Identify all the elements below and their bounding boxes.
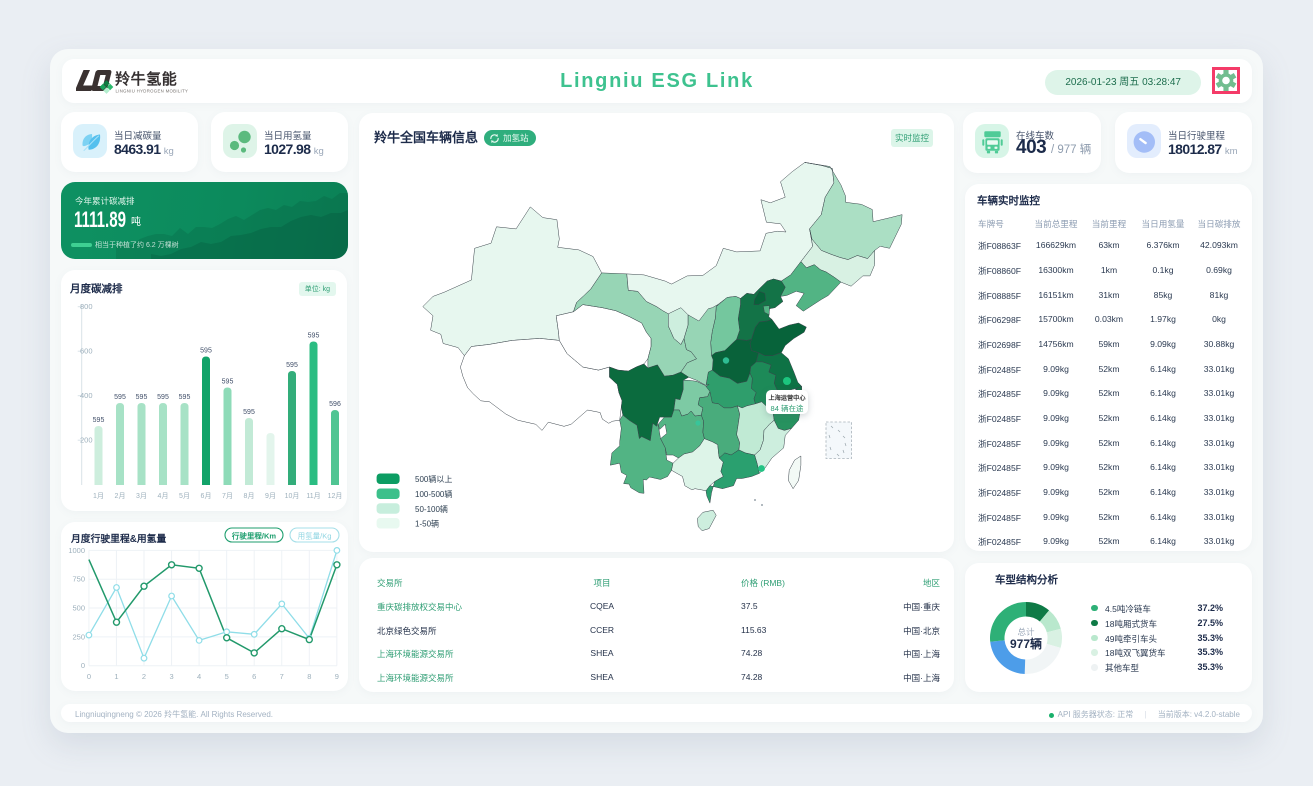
svg-text:500辆以上: 500辆以上 — [415, 474, 452, 484]
svg-text:595: 595 — [179, 394, 191, 401]
svg-text:LINGNIU HYDROGEN MOBILITY: LINGNIU HYDROGEN MOBILITY — [116, 89, 189, 94]
svg-text:595: 595 — [243, 409, 255, 416]
svg-text:用氢量/Kg: 用氢量/Kg — [298, 531, 332, 541]
svg-text:100-500辆: 100-500辆 — [415, 489, 452, 499]
svg-text:1000: 1000 — [68, 546, 85, 555]
svg-text:9月: 9月 — [265, 492, 276, 500]
svg-text:1: 1 — [114, 672, 118, 681]
svg-text:977辆: 977辆 — [1010, 636, 1042, 651]
svg-text:600: 600 — [80, 347, 93, 356]
svg-text:7月: 7月 — [222, 492, 233, 500]
svg-text:8: 8 — [307, 672, 311, 681]
svg-text:595: 595 — [222, 379, 234, 386]
svg-text:1-50辆: 1-50辆 — [415, 519, 439, 529]
svg-text:5月: 5月 — [179, 492, 190, 500]
svg-text:595: 595 — [200, 348, 212, 355]
svg-text:4: 4 — [197, 672, 201, 681]
svg-text:12月: 12月 — [328, 492, 343, 500]
svg-text:596: 596 — [329, 401, 341, 408]
svg-text:7: 7 — [280, 672, 284, 681]
svg-text:11月: 11月 — [306, 492, 320, 500]
svg-text:750: 750 — [72, 575, 85, 584]
svg-text:8月: 8月 — [244, 492, 255, 500]
svg-text:595: 595 — [136, 394, 148, 401]
svg-text:800: 800 — [80, 302, 93, 311]
svg-text:1月: 1月 — [93, 492, 104, 500]
svg-text:4月: 4月 — [158, 492, 169, 500]
svg-text:6月: 6月 — [201, 492, 212, 500]
svg-text:200: 200 — [80, 436, 93, 445]
svg-text:0: 0 — [87, 672, 91, 681]
svg-text:595: 595 — [308, 333, 320, 340]
svg-text:总计: 总计 — [1017, 627, 1035, 637]
svg-text:10月: 10月 — [285, 492, 300, 500]
svg-text:0: 0 — [81, 661, 85, 670]
svg-text:50-100辆: 50-100辆 — [415, 504, 448, 514]
svg-text:5: 5 — [225, 672, 229, 681]
svg-text:3月: 3月 — [136, 492, 147, 500]
svg-text:1111.89: 1111.89 — [74, 208, 126, 232]
svg-text:行驶里程/Km: 行驶里程/Km — [231, 531, 276, 541]
svg-text:595: 595 — [114, 394, 126, 401]
svg-text:9: 9 — [335, 672, 339, 681]
svg-text:2: 2 — [142, 672, 146, 681]
svg-text:3: 3 — [169, 672, 173, 681]
svg-text:250: 250 — [72, 632, 85, 641]
svg-text:500: 500 — [72, 604, 85, 613]
svg-text:吨: 吨 — [131, 215, 141, 228]
svg-text:595: 595 — [286, 362, 298, 369]
svg-text:6: 6 — [252, 672, 256, 681]
svg-text:2月: 2月 — [115, 492, 126, 500]
svg-text:400: 400 — [80, 391, 93, 400]
svg-text:595: 595 — [157, 394, 169, 401]
svg-text:595: 595 — [93, 417, 105, 424]
svg-text:羚牛氢能: 羚牛氢能 — [115, 70, 177, 88]
